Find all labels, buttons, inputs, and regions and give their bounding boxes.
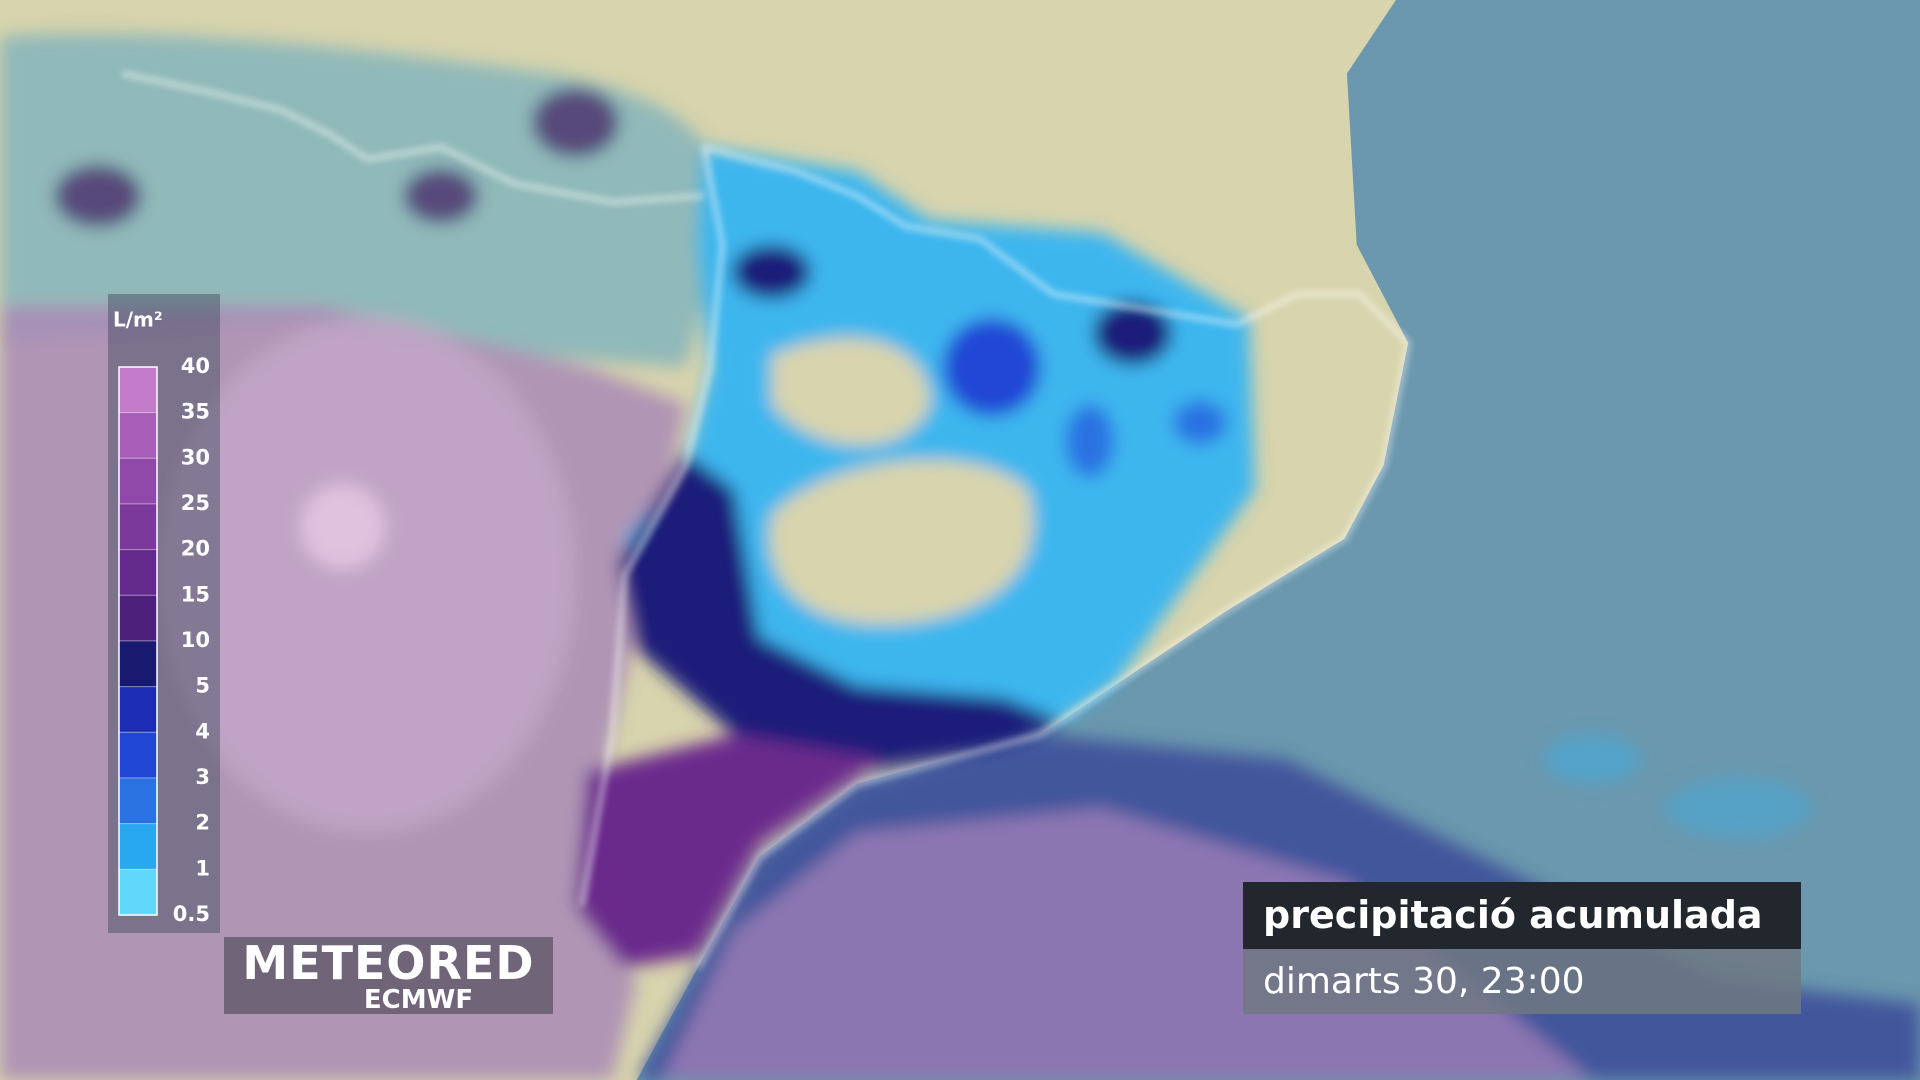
info-box: precipitació acumulada dimarts 30, 23:00 bbox=[1243, 882, 1801, 1014]
rain-core bbox=[942, 318, 1041, 417]
legend-band bbox=[118, 412, 158, 459]
legend-tick-label: 40 bbox=[181, 354, 210, 378]
legend-band bbox=[118, 777, 158, 825]
rain-core bbox=[1173, 400, 1227, 445]
info-title: precipitació acumulada bbox=[1243, 882, 1801, 949]
border-line bbox=[122, 71, 705, 204]
logo: METEORED ECMWF bbox=[224, 937, 553, 1014]
rain-area bbox=[1665, 777, 1813, 839]
border-line bbox=[703, 145, 1410, 344]
legend-band bbox=[118, 503, 158, 551]
legend-tick-label: 2 bbox=[195, 811, 210, 835]
legend-band bbox=[118, 366, 158, 414]
legend-band bbox=[118, 686, 158, 733]
legend-tick-label: 5 bbox=[195, 674, 210, 698]
legend-frame bbox=[118, 366, 158, 916]
rain-core bbox=[404, 168, 478, 223]
logo-brand: METEORED bbox=[242, 936, 535, 990]
rain-area bbox=[159, 318, 576, 833]
info-date: dimarts 30, 23:00 bbox=[1243, 949, 1801, 1014]
legend-tick-label: 30 bbox=[181, 445, 210, 469]
legend-tick-label: 20 bbox=[181, 537, 210, 561]
legend-band bbox=[118, 457, 158, 505]
legend-tick-label: 15 bbox=[181, 582, 210, 606]
rain-core bbox=[1065, 404, 1115, 478]
rain-area bbox=[1542, 734, 1641, 784]
rain-core bbox=[1093, 301, 1172, 365]
legend-band bbox=[118, 823, 158, 870]
legend-tick-label: 1 bbox=[195, 856, 210, 880]
rain-core bbox=[532, 88, 619, 157]
rain-area bbox=[300, 483, 386, 570]
legend-tick-label: 35 bbox=[181, 400, 210, 424]
rain-core bbox=[732, 244, 811, 299]
legend-tick-label: 0.5 bbox=[173, 902, 210, 926]
legend-tick-label: 4 bbox=[195, 719, 210, 743]
legend-band bbox=[118, 731, 158, 779]
coast-line bbox=[696, 342, 1410, 969]
legend-band bbox=[118, 549, 158, 596]
legend-tick-label: 10 bbox=[181, 628, 210, 652]
legend-tick-label: 25 bbox=[181, 491, 210, 515]
rain-core bbox=[55, 165, 141, 227]
legend-band bbox=[118, 868, 158, 916]
dry-area bbox=[771, 337, 931, 446]
legend-unit: L/m² bbox=[113, 308, 163, 332]
dry-area bbox=[769, 459, 1034, 625]
legend-tick-label: 3 bbox=[195, 765, 210, 789]
rain-area bbox=[618, 453, 1066, 772]
rain-area bbox=[575, 734, 882, 968]
logo-source: ECMWF bbox=[363, 985, 474, 1015]
legend-band bbox=[118, 594, 158, 642]
legend-band bbox=[118, 640, 158, 688]
border-line bbox=[580, 146, 724, 907]
borders bbox=[122, 71, 1410, 969]
